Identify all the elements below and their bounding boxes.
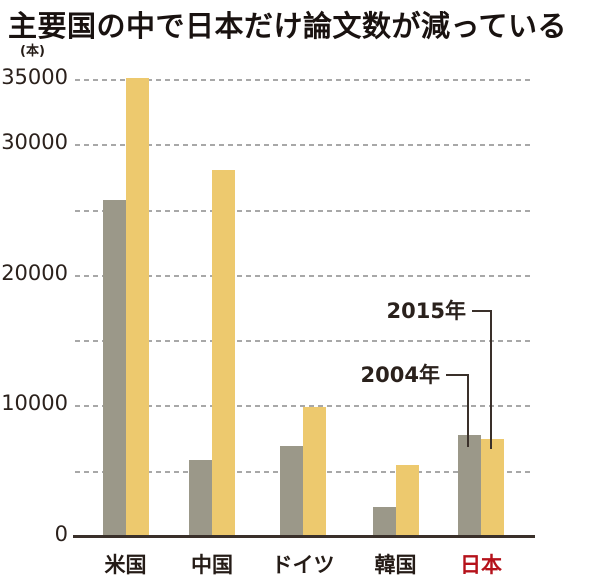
x-category-label-中国: 中国 <box>191 553 233 577</box>
bar-韓国-2004年 <box>372 507 396 536</box>
y-axis-unit-label: (本) <box>20 44 45 59</box>
x-category-label-ドイツ: ドイツ <box>271 553 335 577</box>
x-category-label-日本: 日本 <box>460 553 502 577</box>
annotation-2015-connector-horizontal <box>472 310 491 312</box>
x-category-label-韓国: 韓国 <box>374 553 417 577</box>
chart-title: 主要国の中で日本だけ論文数が減っている <box>8 9 568 43</box>
gridline-10000 <box>75 405 532 408</box>
bar-ドイツ-2004年 <box>280 445 303 536</box>
gridline-15000 <box>75 340 532 343</box>
x-category-label-米国: 米国 <box>104 553 147 577</box>
y-tick-label-35000: 35000 <box>1 65 68 89</box>
gridline-20000 <box>75 274 532 277</box>
x-axis-line <box>73 535 535 538</box>
y-tick-label-0: 0 <box>54 522 68 546</box>
annotation-2004-connector-horizontal <box>446 374 469 376</box>
annotation-2004-label: 2004年 <box>360 363 440 387</box>
bar-日本-2004年 <box>458 435 481 536</box>
bar-韓国-2015年 <box>395 465 419 536</box>
gridline-35000 <box>75 79 532 81</box>
y-tick-label-10000: 10000 <box>1 391 68 416</box>
bar-中国-2004年 <box>189 460 212 536</box>
bar-米国-2004年 <box>102 200 126 536</box>
y-tick-label-20000: 20000 <box>1 260 68 285</box>
bar-米国-2015年 <box>125 77 149 536</box>
bar-ドイツ-2015年 <box>303 406 326 536</box>
y-tick-label-30000: 30000 <box>1 130 68 155</box>
annotation-2015-label: 2015年 <box>386 299 466 323</box>
gridline-30000 <box>75 144 532 147</box>
gridline-25000 <box>75 209 532 212</box>
annotation-2015-connector-vertical <box>490 310 492 449</box>
bar-日本-2015年 <box>481 439 504 536</box>
bar-中国-2015年 <box>212 170 235 536</box>
annotation-2004-connector-vertical <box>467 374 469 447</box>
